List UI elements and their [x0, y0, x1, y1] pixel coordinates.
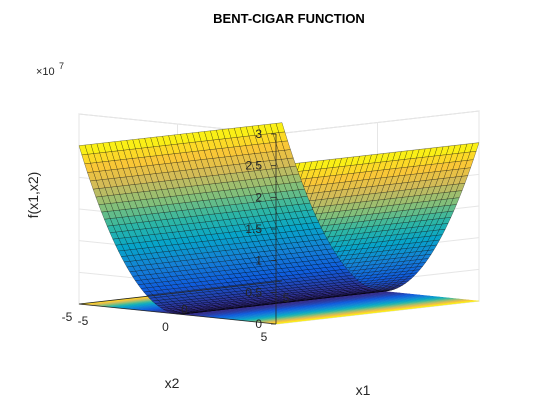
- z-axis-label: f(x1,x2): [25, 172, 41, 219]
- x-axis-label: x1: [356, 382, 371, 398]
- chart-title: BENT-CIGAR FUNCTION: [213, 11, 365, 26]
- x-tick-label: 0: [181, 303, 188, 317]
- surface-patch: [275, 122, 286, 133]
- z-exponent-power: 7: [59, 61, 64, 71]
- x-tick-label: 5: [283, 291, 290, 305]
- z-tick-label: 2.5: [245, 159, 262, 173]
- z-tick-label: 2: [255, 190, 262, 204]
- bent-cigar-surface: [78, 122, 480, 315]
- z-exponent-label: ×10 7: [36, 61, 64, 78]
- z-exponent-base: ×10: [36, 66, 55, 78]
- y-tick-label: -5: [62, 310, 73, 324]
- y-tick-label: 5: [261, 330, 268, 344]
- z-tick-label: 1.5: [245, 222, 262, 236]
- z-tick-label: 1: [255, 254, 262, 268]
- z-tick-label: 0: [255, 317, 262, 331]
- y-axis-label: x2: [165, 375, 180, 391]
- y-tick-label: 0: [162, 320, 169, 334]
- z-tick-label: 3: [255, 127, 262, 141]
- floor-axis-lines: [78, 280, 283, 325]
- z-tick-label: 0.5: [245, 285, 262, 299]
- x-tick-label: -5: [78, 314, 89, 328]
